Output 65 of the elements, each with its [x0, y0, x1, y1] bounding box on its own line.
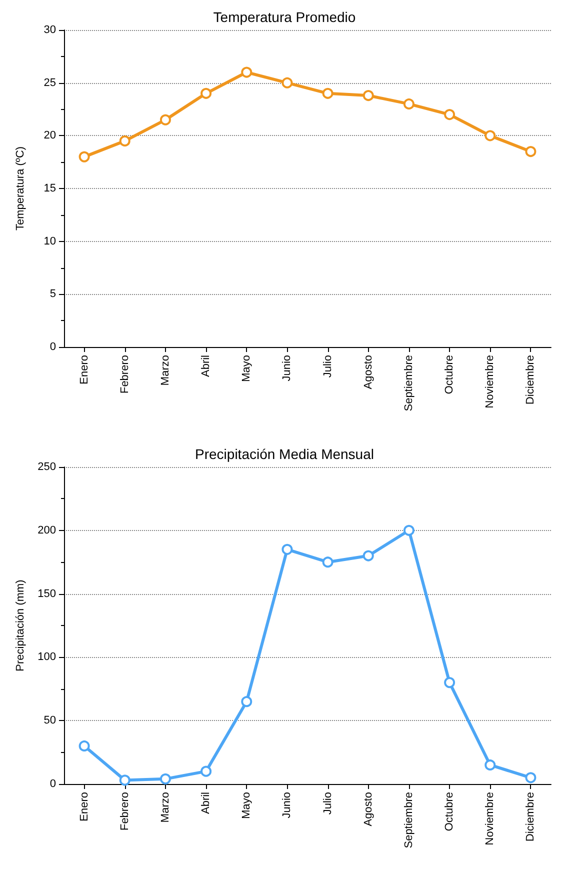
point [282, 77, 293, 88]
x-tick-label: Octubre [444, 792, 456, 832]
x-tick-label: Mayo [240, 355, 253, 382]
y-tick-label: 50 [44, 714, 56, 727]
point [525, 772, 536, 784]
x-tick-label: Junio [281, 792, 294, 818]
y-tick-label: 200 [38, 524, 56, 536]
x-tick-label: Junio [281, 355, 294, 382]
point [78, 151, 90, 162]
x-tick-label: Diciembre [524, 792, 537, 842]
x-tick-label: Marzo [159, 355, 172, 386]
point [119, 135, 130, 146]
point [403, 524, 414, 536]
point [241, 696, 252, 708]
x-tick-label: Agosto [362, 355, 374, 390]
x-tick-label: Septiembre [402, 792, 415, 848]
y-tick-label: 150 [38, 588, 56, 600]
y-tick-label: 25 [44, 76, 56, 89]
y-tick-label: 250 [38, 461, 56, 473]
y-tick-label: 100 [38, 651, 56, 664]
x-tick-label: Abril [200, 355, 212, 378]
point [362, 550, 374, 562]
x-tick-label: Marzo [159, 792, 172, 823]
point [484, 130, 496, 142]
point [322, 556, 334, 568]
y-axis-title: Precipitación (mm) [14, 580, 26, 672]
point [160, 773, 171, 784]
y-tick-label: 0 [50, 341, 56, 353]
x-tick-label: Julio [322, 355, 334, 378]
y-tick-label: 5 [50, 288, 56, 300]
point [119, 774, 130, 786]
y-tick-label: 0 [50, 778, 56, 790]
x-tick-label: Noviembre [484, 355, 496, 408]
x-tick-label: Enero [78, 355, 90, 384]
x-tick-label: Agosto [362, 792, 374, 826]
point [403, 98, 414, 110]
point [282, 544, 293, 555]
point [160, 114, 171, 126]
x-tick-label: Febrero [118, 792, 131, 831]
y-tick-label: 30 [44, 24, 56, 36]
y-tick-label: 20 [44, 130, 56, 142]
chart-title: Temperatura Promedio [213, 9, 356, 25]
y-tick-label: 10 [44, 235, 56, 248]
chart-title: Precipitación Media Mensual [195, 446, 374, 462]
point [241, 66, 252, 78]
point [200, 88, 212, 99]
x-tick-label: Febrero [118, 355, 131, 394]
point [484, 759, 496, 770]
x-tick-label: Enero [78, 792, 90, 822]
point [444, 109, 456, 120]
x-tick-label: Abril [200, 792, 212, 814]
point [362, 90, 374, 102]
point [525, 146, 536, 158]
point [78, 740, 90, 752]
point [200, 766, 212, 777]
x-tick-label: Julio [322, 792, 334, 815]
x-tick-label: Mayo [240, 792, 253, 819]
y-tick-label: 15 [44, 182, 56, 194]
point [322, 88, 334, 99]
y-axis-title: Temperatura (ºC) [14, 146, 26, 231]
x-tick-label: Diciembre [524, 355, 537, 405]
x-tick-label: Octubre [444, 355, 456, 394]
x-tick-label: Septiembre [402, 355, 415, 412]
x-tick-label: Noviembre [484, 792, 496, 846]
point [444, 677, 456, 688]
